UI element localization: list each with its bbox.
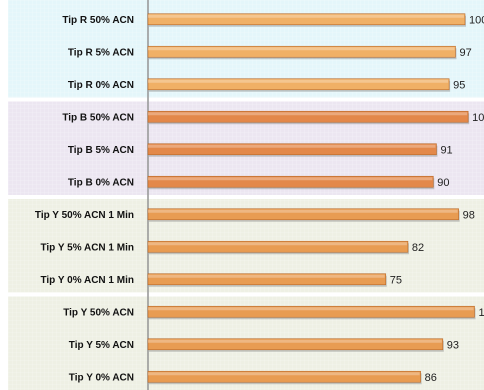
value-label: 95 <box>453 79 465 91</box>
value-label: 98 <box>463 209 475 221</box>
category-label: Tip R 50% ACN <box>62 15 134 26</box>
bar <box>147 370 421 383</box>
value-label: 101 <box>472 112 484 124</box>
category-label: Tip Y 5% ACN <box>69 340 134 351</box>
bar-highlight <box>148 112 468 116</box>
value-label: 100 <box>469 14 484 26</box>
bar-highlight <box>148 47 455 51</box>
category-label: Tip Y 0% ACN 1 Min <box>40 275 134 286</box>
bar-highlight <box>148 209 458 213</box>
category-label: Tip R 5% ACN <box>68 47 134 58</box>
value-label: 75 <box>390 274 402 286</box>
bar-highlight <box>148 79 449 83</box>
bar <box>147 110 469 123</box>
category-label: Tip Y 5% ACN 1 Min <box>40 242 134 253</box>
bar <box>147 45 456 58</box>
bar-highlight <box>148 144 436 148</box>
bar-highlight <box>148 177 433 181</box>
category-label: Tip B 5% ACN <box>68 145 134 156</box>
category-label: Tip B 0% ACN <box>68 177 134 188</box>
bar <box>147 13 466 26</box>
bar-highlight <box>148 372 420 376</box>
category-label: Tip Y 50% ACN <box>63 307 134 318</box>
bar-highlight <box>148 339 442 343</box>
value-label: 97 <box>459 47 471 59</box>
bar <box>147 175 434 188</box>
bar <box>147 338 444 351</box>
bar-highlight <box>148 14 464 18</box>
category-label: Tip Y 0% ACN <box>69 372 134 383</box>
value-label: 103 <box>478 307 484 319</box>
value-label: 90 <box>437 177 449 189</box>
value-label: 91 <box>440 144 452 156</box>
bar <box>147 143 437 156</box>
category-label: Tip R 0% ACN <box>68 80 134 91</box>
value-label: 93 <box>447 339 459 351</box>
bar-highlight <box>148 274 385 278</box>
bar <box>147 240 409 253</box>
bar-highlight <box>148 242 407 246</box>
category-label: Tip B 50% ACN <box>62 112 134 123</box>
value-label: 82 <box>412 242 424 254</box>
category-label: Tip Y 50% ACN 1 Min <box>35 210 134 221</box>
bar <box>147 208 459 221</box>
bar-highlight <box>148 307 474 311</box>
bar <box>147 273 387 286</box>
bar <box>147 78 450 91</box>
bar <box>147 305 475 318</box>
value-label: 86 <box>425 372 437 384</box>
